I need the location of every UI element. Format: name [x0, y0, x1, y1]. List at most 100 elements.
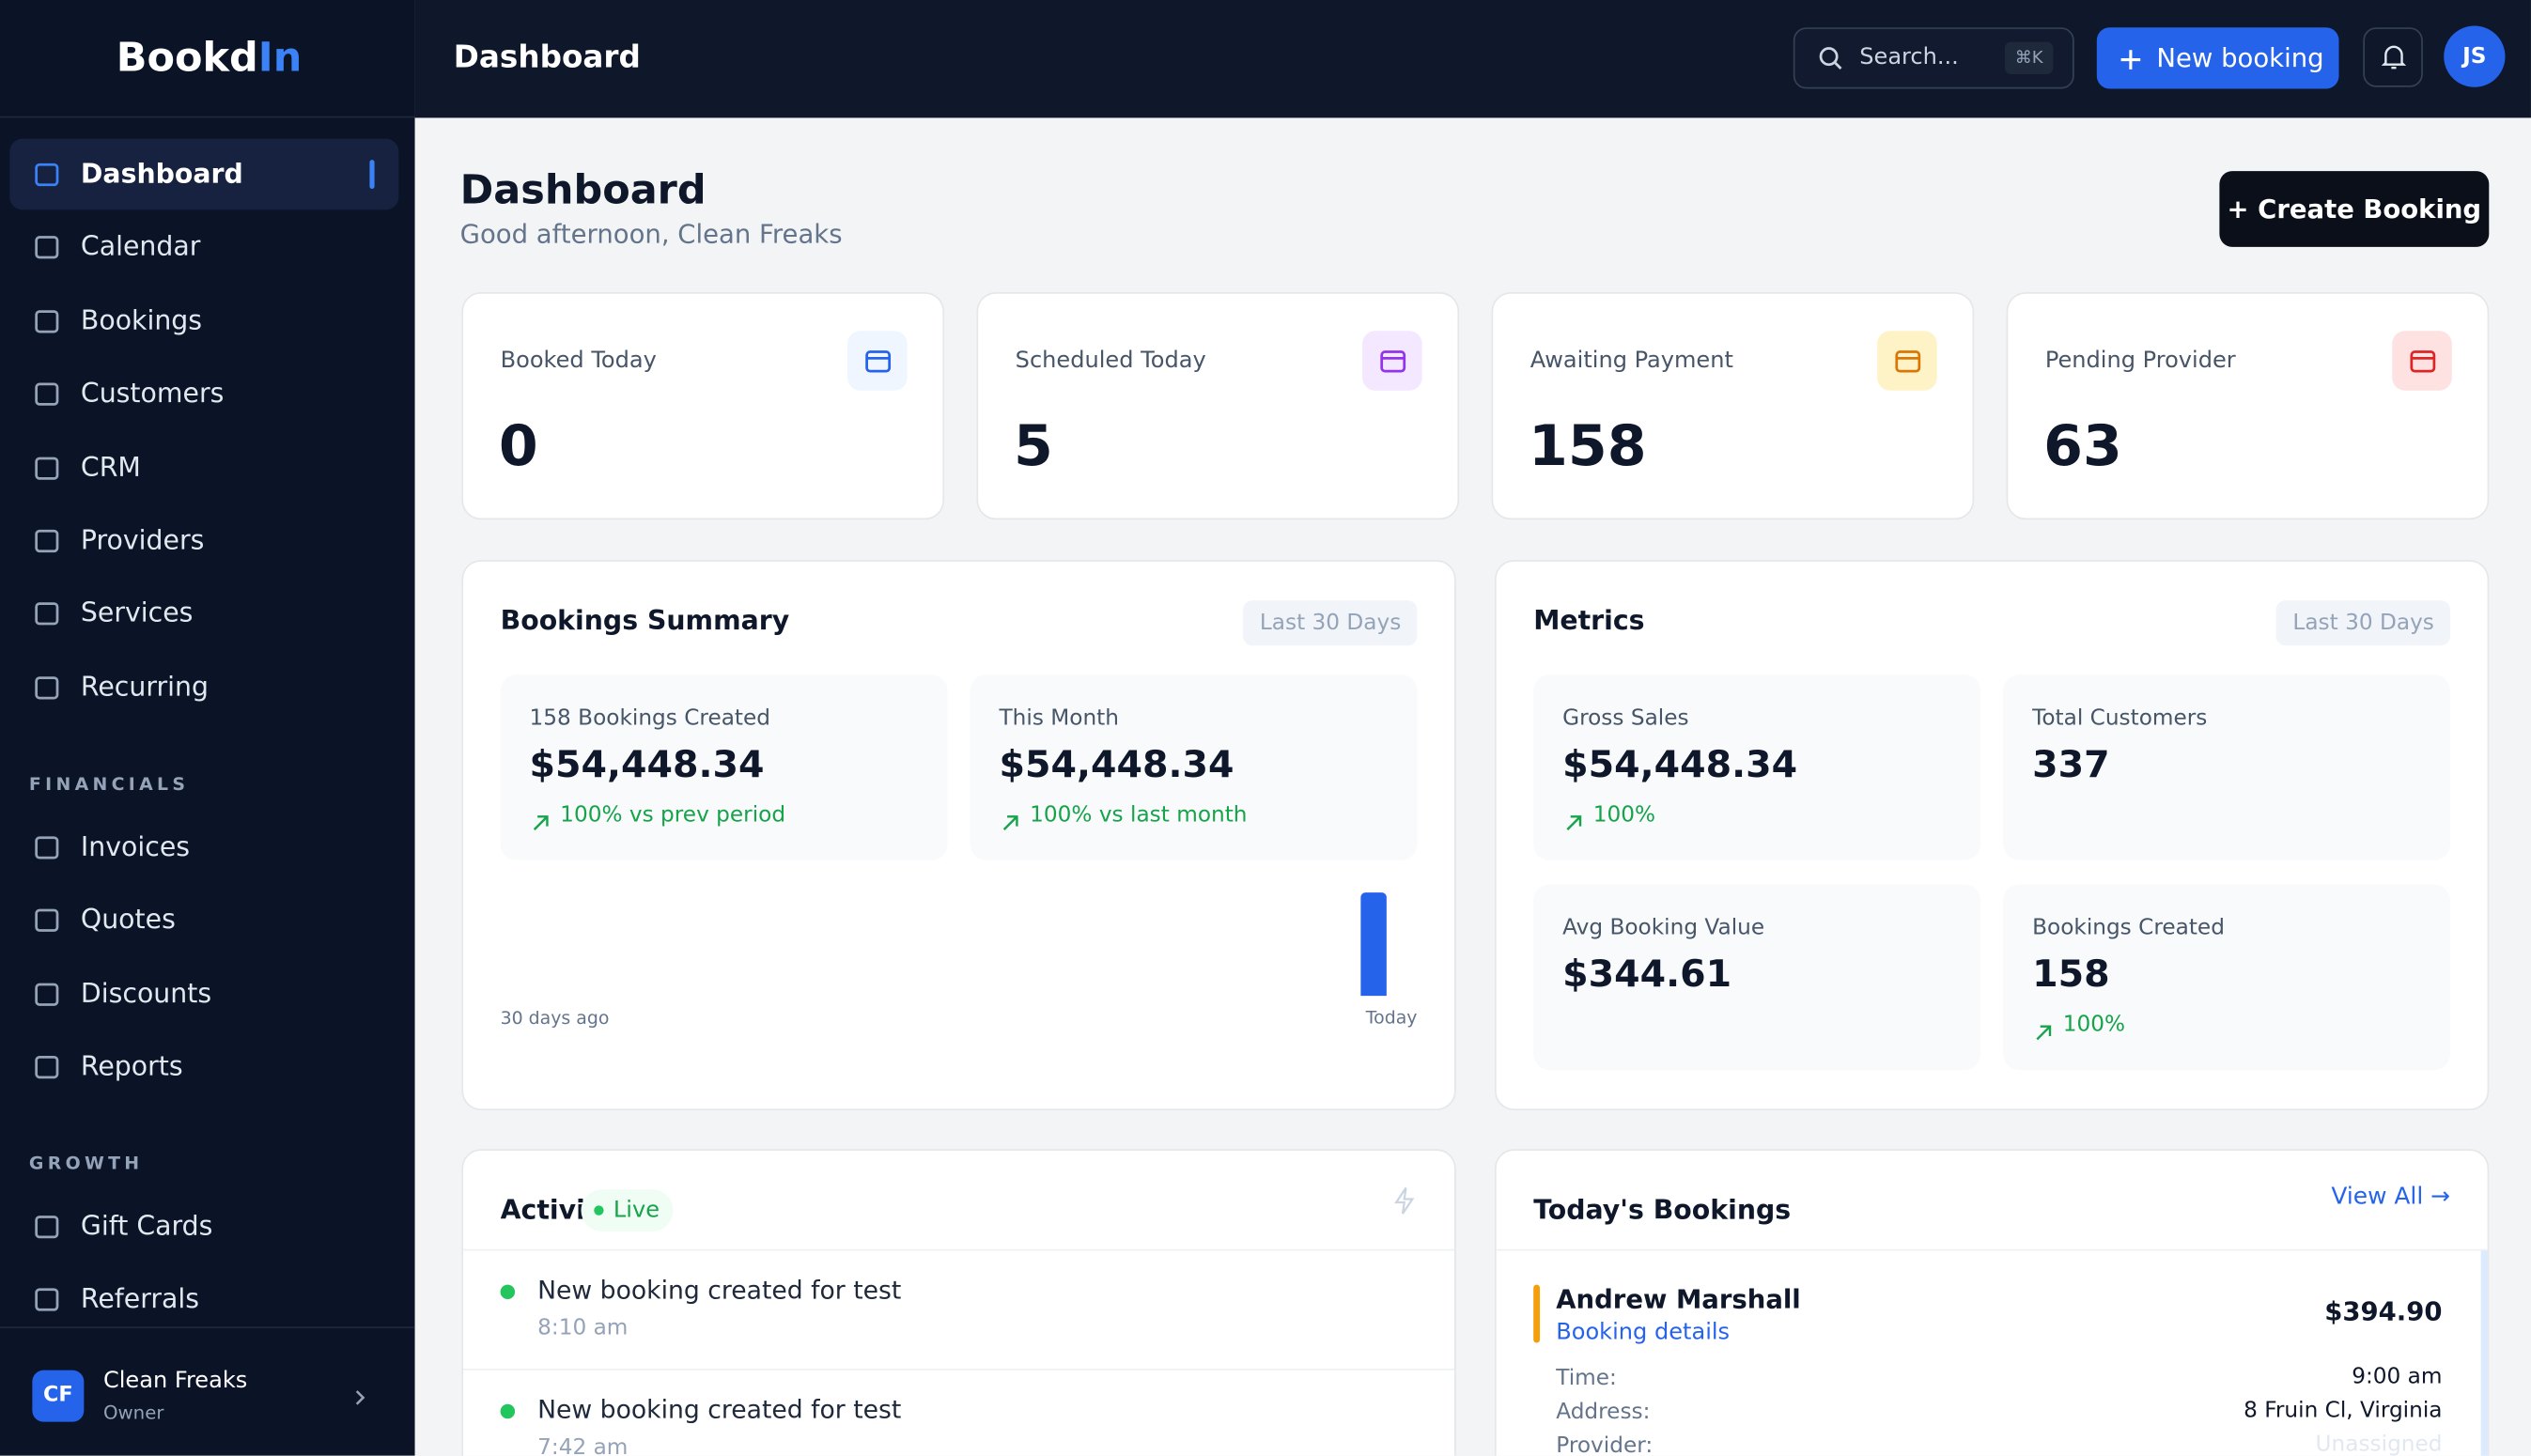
metric-label: 158 Bookings Created — [529, 705, 771, 732]
activity-text: New booking created for test — [537, 1394, 902, 1424]
nav-icon — [32, 673, 61, 702]
metric-value: $54,448.34 — [529, 744, 765, 787]
topbar-title: Dashboard — [453, 39, 641, 76]
nav-item[interactable]: CRM — [9, 432, 398, 503]
nav-label: Providers — [80, 524, 205, 556]
metric-card: Gross Sales $54,448.34 100% — [1533, 674, 1981, 860]
nav-item[interactable]: Calendar — [9, 212, 398, 284]
panel: Metrics Last 30 Days Gross Sales $54,448.34… — [1494, 560, 2490, 1111]
nav-label: Quotes — [80, 904, 176, 936]
nav-item[interactable]: Services — [9, 579, 398, 650]
section-heading: FINANCIALS — [28, 773, 190, 796]
trend-bar — [1360, 892, 1387, 997]
metric-change: 100% vs prev period — [560, 801, 786, 829]
panel: Activity Live New booking created for test… — [461, 1149, 1456, 1456]
stat-icon-glyph — [863, 347, 893, 376]
nav-icon — [32, 1052, 61, 1081]
metric-label: Gross Sales — [1562, 705, 1689, 732]
bell-icon — [2381, 43, 2407, 70]
metric-change: 100% — [2062, 1012, 2126, 1038]
stat-label: Booked Today — [500, 348, 657, 374]
nav-icon — [32, 599, 61, 628]
nav-item[interactable]: Customers — [9, 359, 398, 430]
user-role: Owner — [102, 1401, 164, 1424]
logo-main: Bookd — [116, 34, 258, 81]
section-heading: GROWTH — [28, 1153, 144, 1174]
nav-item[interactable]: Discounts — [9, 958, 398, 1030]
stat-card: Awaiting Payment 158 — [1491, 291, 1975, 520]
view-all-link[interactable]: View All → — [2331, 1185, 2451, 1211]
panel: Bookings Summary Last 30 Days 158 Bookings… — [461, 560, 1456, 1111]
account-avatar[interactable]: JS — [2444, 25, 2506, 87]
plus-icon — [2120, 47, 2142, 70]
stat-icon — [2392, 331, 2452, 391]
new-booking-label: New booking — [2156, 42, 2324, 74]
field-value: 8 Fruin Cl, Virginia — [2244, 1397, 2443, 1424]
nav-label: Calendar — [80, 231, 201, 263]
nav-item[interactable]: Quotes — [9, 885, 398, 956]
nav-icon — [32, 1285, 61, 1314]
stat-card: Scheduled Today 5 — [976, 291, 1460, 520]
field-label: Provider: — [1556, 1433, 1654, 1456]
page-title: Dashboard — [459, 165, 707, 213]
stat-label: Pending Provider — [2044, 348, 2236, 374]
nav-label: Recurring — [80, 671, 209, 703]
chevron — [352, 1383, 368, 1405]
create-booking-button[interactable]: + Create Booking — [2219, 171, 2490, 247]
search-box[interactable]: Search... ⌘K — [1793, 27, 2074, 89]
range-pill[interactable]: Last 30 Days — [2276, 600, 2451, 646]
notifications-button[interactable] — [2363, 27, 2423, 87]
booking-name: Andrew Marshall — [1556, 1283, 1801, 1315]
stat-value: 63 — [2043, 414, 2122, 480]
sidebar-header-divider — [0, 116, 415, 118]
nav-item[interactable]: Invoices — [9, 812, 398, 883]
metric-card: Avg Booking Value $344.61 — [1533, 884, 1981, 1071]
page-subtitle: Good afternoon, Clean Freaks — [459, 218, 843, 250]
booking-details-link[interactable]: Booking details — [1556, 1319, 1731, 1346]
sidebar — [0, 0, 415, 1456]
user-menu[interactable]: CF Clean Freaks Owner — [13, 1340, 400, 1443]
nav-label: Invoices — [80, 830, 191, 862]
nav-item[interactable]: Referrals — [9, 1264, 398, 1336]
nav-item[interactable]: Recurring — [9, 652, 398, 723]
field-label: Time: — [1556, 1365, 1617, 1391]
metric-value: $54,448.34 — [999, 744, 1234, 787]
nav-label: Discounts — [80, 977, 212, 1009]
stat-icon-glyph — [1378, 347, 1407, 376]
user-name: Clean Freaks — [102, 1368, 248, 1394]
nav-label: CRM — [80, 451, 141, 483]
nav-label: Referrals — [80, 1283, 200, 1315]
nav-item[interactable]: Providers — [9, 505, 398, 577]
nav-item[interactable]: Dashboard — [9, 138, 399, 210]
trend-icon — [533, 807, 549, 830]
booking-amount: $394.90 — [2324, 1295, 2443, 1327]
trend-icon — [1566, 807, 1582, 830]
stat-value: 5 — [1013, 414, 1053, 480]
nav-item[interactable]: Gift Cards — [9, 1191, 398, 1262]
field-value: Unassigned — [2315, 1431, 2443, 1456]
search-icon — [1818, 45, 1843, 70]
metric-card: Bookings Created 158 100% — [2003, 884, 2451, 1071]
metric-label: Bookings Created — [2032, 915, 2225, 941]
search-shortcut: ⌘K — [2004, 41, 2054, 75]
nav-icon — [32, 833, 61, 862]
activity-dot — [500, 1284, 516, 1300]
nav-item[interactable]: Reports — [9, 1031, 398, 1103]
metric-value: $54,448.34 — [1562, 744, 1798, 787]
nav-label: Dashboard — [80, 158, 243, 190]
panel-title: Bookings Summary — [500, 605, 790, 637]
nav-item[interactable]: Bookings — [9, 286, 398, 357]
range-pill[interactable]: Last 30 Days — [1243, 600, 1418, 646]
metric-label: Total Customers — [2032, 705, 2208, 732]
activity-text: New booking created for test — [537, 1276, 902, 1306]
metric-change: 100% vs last month — [1030, 801, 1248, 829]
metric-label: This Month — [999, 705, 1119, 732]
nav-label: Gift Cards — [80, 1210, 213, 1242]
new-booking-button[interactable]: New booking — [2096, 27, 2339, 89]
nav-icon — [32, 906, 61, 935]
field-label: Address: — [1556, 1399, 1651, 1425]
nav-icon — [32, 160, 61, 189]
nav-label: Customers — [80, 378, 225, 410]
